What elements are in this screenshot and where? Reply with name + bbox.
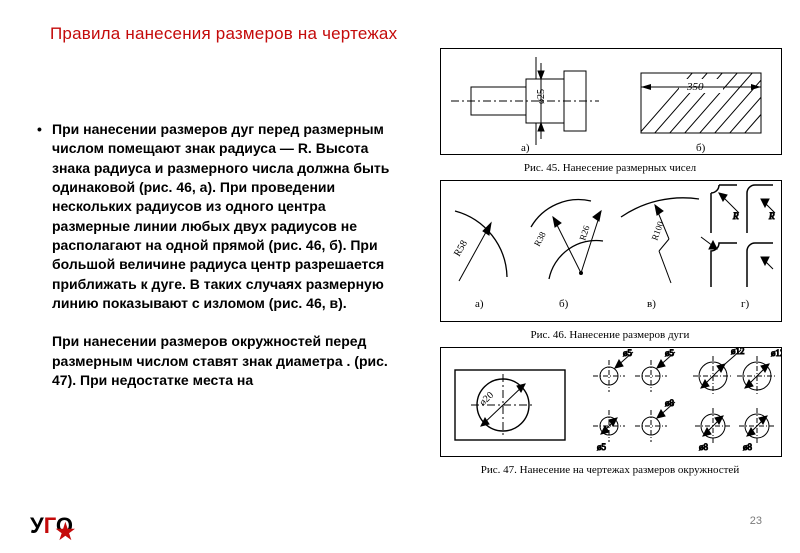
svg-text:ø5: ø5 bbox=[623, 348, 633, 358]
logo: УГО ★ bbox=[30, 513, 97, 539]
logo-star-icon: ★ bbox=[55, 519, 75, 544]
fig46-label-d: г) bbox=[741, 298, 750, 310]
svg-text:ø12: ø12 bbox=[731, 347, 745, 356]
fig46-Rc: R100 bbox=[649, 219, 665, 241]
figure-45-caption: Рис. 45. Нанесение размерных чисел bbox=[440, 162, 780, 174]
svg-text:R: R bbox=[768, 211, 775, 221]
figure-45: ø25 а) bbox=[440, 48, 780, 174]
figure-45-svg: ø25 а) bbox=[440, 48, 782, 155]
figure-47: ø20 ø5 ø5 ø5 bbox=[440, 347, 780, 476]
svg-text:ø8: ø8 bbox=[665, 398, 675, 408]
svg-text:ø8: ø8 bbox=[743, 442, 753, 452]
fig45-label-b: б) bbox=[696, 142, 706, 154]
fig45-dim-a: ø25 bbox=[536, 89, 547, 104]
figures-column: ø25 а) bbox=[440, 48, 780, 482]
body-bullet-text: При нанесении размеров дуг перед размерн… bbox=[52, 120, 407, 390]
fig46-label-b: б) bbox=[559, 298, 569, 310]
fig46-Rb1: R38 bbox=[532, 230, 548, 248]
svg-text:ø8: ø8 bbox=[699, 442, 709, 452]
logo-letter-u: У bbox=[30, 513, 44, 538]
fig45-label-a: а) bbox=[521, 142, 530, 154]
svg-text:ø5: ø5 bbox=[665, 348, 675, 358]
svg-text:R: R bbox=[732, 211, 739, 221]
fig46-Ra: R58 bbox=[452, 239, 470, 259]
fig45-dim-b: 350 bbox=[686, 81, 704, 93]
fig46-label-a: а) bbox=[475, 298, 484, 310]
figure-46-svg: R58 а) R38 R26 б) bbox=[440, 180, 782, 322]
fig46-label-c: в) bbox=[647, 298, 656, 310]
figure-46-caption: Рис. 46. Нанесение размеров дуги bbox=[440, 329, 780, 341]
svg-text:ø12: ø12 bbox=[771, 348, 782, 358]
page-number: 23 bbox=[750, 515, 762, 527]
slide-title: Правила нанесения размеров на чертежах bbox=[50, 24, 397, 44]
figure-46: R58 а) R38 R26 б) bbox=[440, 180, 780, 341]
fig46-Rb2: R26 bbox=[577, 224, 591, 242]
figure-47-caption: Рис. 47. Нанесение на чертежах размеров … bbox=[440, 464, 780, 476]
figure-47-svg: ø20 ø5 ø5 ø5 bbox=[440, 347, 782, 457]
svg-text:ø5: ø5 bbox=[597, 442, 607, 452]
